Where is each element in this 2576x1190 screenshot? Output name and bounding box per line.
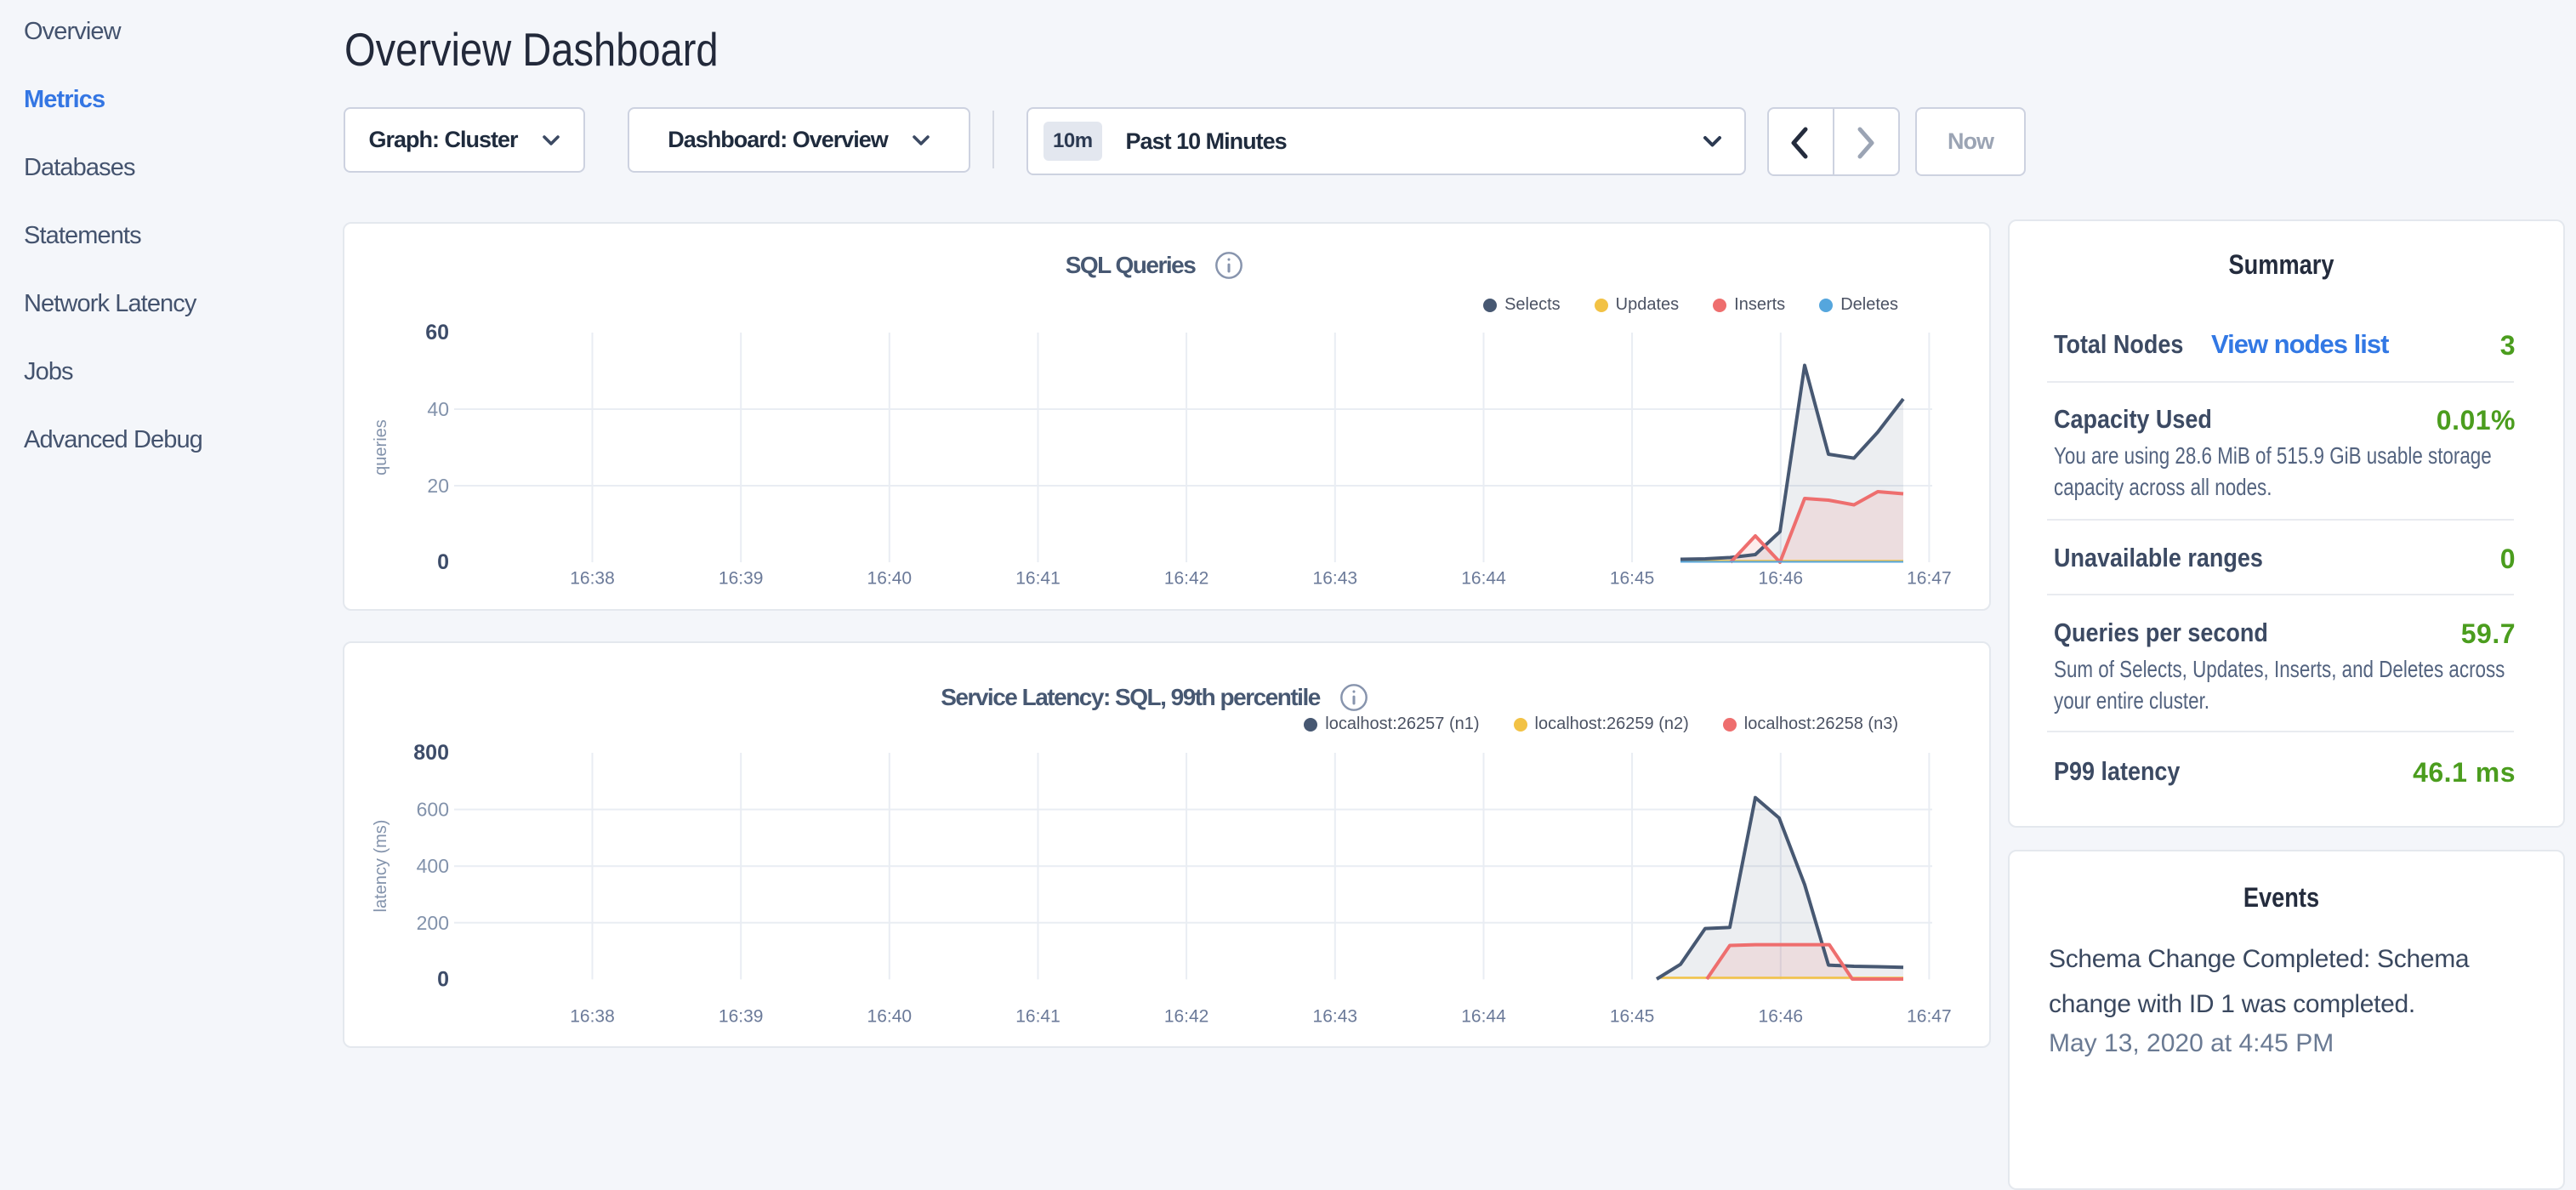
svg-text:16:39: 16:39 [719, 1007, 764, 1027]
svg-text:16:47: 16:47 [1907, 569, 1952, 589]
svg-text:16:44: 16:44 [1461, 569, 1506, 589]
svg-text:16:41: 16:41 [1015, 569, 1061, 589]
svg-text:queries: queries [372, 419, 390, 475]
svg-text:800: 800 [413, 741, 449, 765]
svg-text:16:38: 16:38 [570, 569, 615, 589]
svg-text:16:40: 16:40 [867, 569, 913, 589]
svg-text:16:46: 16:46 [1759, 569, 1804, 589]
svg-text:200: 200 [417, 912, 449, 934]
svg-text:400: 400 [417, 855, 449, 877]
svg-text:16:47: 16:47 [1907, 1007, 1952, 1027]
svg-text:16:39: 16:39 [719, 569, 764, 589]
svg-text:16:43: 16:43 [1313, 569, 1358, 589]
svg-text:16:45: 16:45 [1610, 1007, 1655, 1027]
svg-text:16:41: 16:41 [1015, 1007, 1061, 1027]
svg-text:0: 0 [437, 550, 449, 574]
svg-text:0: 0 [437, 967, 449, 991]
svg-text:16:46: 16:46 [1759, 1007, 1804, 1027]
svg-text:20: 20 [427, 475, 449, 497]
svg-text:40: 40 [427, 398, 449, 420]
svg-text:16:38: 16:38 [570, 1007, 615, 1027]
svg-text:16:44: 16:44 [1461, 1007, 1506, 1027]
svg-text:16:42: 16:42 [1164, 569, 1209, 589]
svg-text:16:42: 16:42 [1164, 1007, 1209, 1027]
svg-text:latency (ms): latency (ms) [372, 820, 390, 913]
svg-text:16:45: 16:45 [1610, 569, 1655, 589]
svg-text:60: 60 [425, 321, 449, 344]
svg-text:16:40: 16:40 [867, 1007, 913, 1027]
svg-text:600: 600 [417, 799, 449, 821]
svg-text:16:43: 16:43 [1313, 1007, 1358, 1027]
